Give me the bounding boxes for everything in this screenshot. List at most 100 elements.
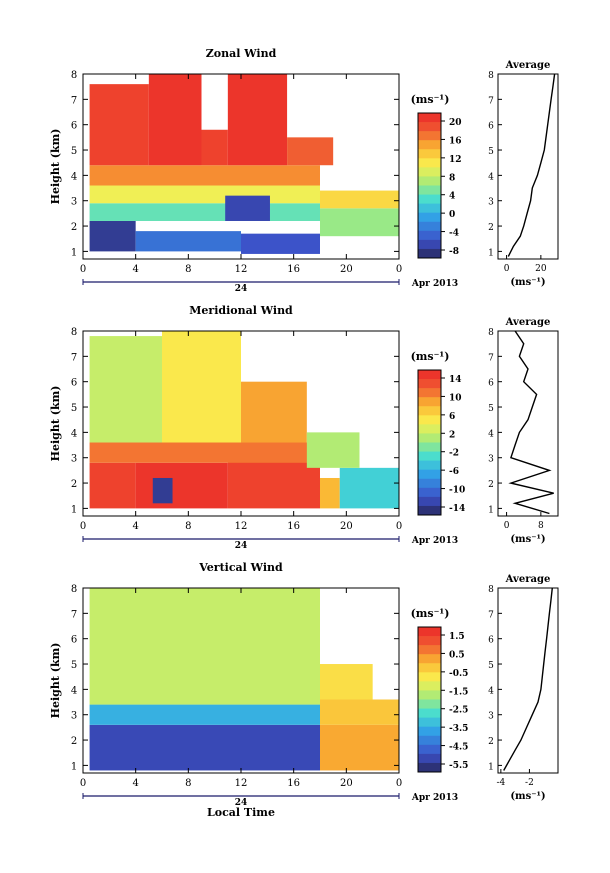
heatmap-cell	[148, 74, 202, 166]
average-frame	[497, 73, 559, 260]
heatmap-cell	[89, 185, 320, 204]
heatmap-cell	[89, 724, 320, 771]
y-tick-label: 2	[71, 222, 77, 233]
colorbar-tick-label: -5.5	[449, 761, 468, 771]
y-axis-label: Height (km)	[49, 386, 62, 462]
average-frame	[497, 330, 559, 517]
y-tick-label: 2	[71, 479, 77, 490]
colorbar-swatch	[418, 397, 441, 407]
heatmap-cell	[227, 457, 320, 509]
colorbar-swatch	[418, 460, 441, 471]
colorbar-units: (ms⁻¹)	[411, 350, 450, 363]
heatmap-cell	[320, 724, 399, 771]
y-tick-label: 4	[71, 428, 77, 439]
colorbar	[418, 113, 441, 259]
x-tick-label: 0	[80, 521, 86, 532]
avg-y-tick-label: 5	[488, 147, 494, 157]
colorbar-swatch	[418, 113, 441, 123]
average-profile-line	[503, 587, 553, 771]
y-tick-label: 6	[71, 121, 77, 132]
average-title: Average	[505, 60, 551, 71]
y-tick-label: 3	[71, 197, 77, 208]
y-tick-label: 4	[71, 171, 77, 182]
colorbar-swatch	[418, 406, 441, 416]
colorbar-swatch	[418, 478, 441, 489]
heatmap-cell	[89, 704, 320, 725]
colorbar-swatch	[418, 469, 441, 480]
avg-x-tick-label: 0	[504, 264, 510, 274]
heatmap-cell	[201, 129, 228, 166]
colorbar-swatch	[418, 248, 441, 259]
heatmap-cell	[162, 331, 241, 443]
colorbar-frame	[417, 626, 442, 773]
date-label: Apr 2013	[411, 536, 458, 546]
avg-y-tick-label: 8	[488, 585, 494, 595]
x-tick-label: 8	[185, 521, 191, 532]
colorbar-swatch	[418, 726, 441, 737]
colorbar-frame	[417, 369, 442, 516]
colorbar-swatch	[418, 645, 441, 655]
heatmap-cell	[89, 165, 320, 186]
heatmap-cell	[287, 137, 334, 166]
avg-y-tick-label: 6	[488, 379, 494, 389]
y-axis-label: Height (km)	[49, 643, 62, 719]
heatmap-cell	[320, 664, 373, 700]
y-tick-label: 2	[71, 736, 77, 747]
chart-title: Meridional Wind	[189, 304, 293, 317]
colorbar-swatch	[418, 122, 441, 132]
colorbar-swatch	[418, 131, 441, 141]
colorbar-units: (ms⁻¹)	[411, 93, 450, 106]
x-tick-label: 0	[396, 264, 402, 275]
colorbar-units: (ms⁻¹)	[411, 607, 450, 620]
y-tick-label: 8	[71, 584, 77, 595]
colorbar-swatch	[418, 239, 441, 250]
day-label: 24	[235, 284, 248, 294]
colorbar-swatch	[418, 744, 441, 755]
x-tick-label: 20	[340, 521, 353, 532]
colorbar-tick-label: -4	[449, 229, 459, 239]
heatmap-cell	[306, 432, 360, 468]
average-title: Average	[505, 574, 551, 585]
x-tick-label: 12	[235, 264, 248, 275]
avg-y-tick-label: 8	[488, 328, 494, 338]
x-tick-label: 20	[340, 264, 353, 275]
y-tick-label: 6	[71, 635, 77, 646]
x-tick-label: 0	[396, 778, 402, 789]
colorbar-tick-label: 4	[449, 192, 455, 202]
colorbar-swatch	[418, 496, 441, 507]
x-tick-label: 16	[287, 264, 300, 275]
heatmap-cell	[89, 84, 149, 166]
chart-title: Zonal Wind	[206, 47, 277, 60]
x-tick-label: 20	[340, 778, 353, 789]
colorbar-tick-label: 6	[449, 412, 455, 422]
y-axis-label: Height (km)	[49, 129, 62, 205]
avg-x-tick-label: 20	[535, 264, 547, 274]
colorbar-swatch	[418, 433, 441, 443]
avg-y-tick-label: 4	[488, 686, 494, 696]
avg-y-tick-label: 1	[488, 248, 494, 258]
x-tick-label: 4	[132, 264, 138, 275]
chart-title: Vertical Wind	[198, 561, 283, 574]
colorbar-swatch	[418, 221, 441, 232]
y-tick-label: 1	[71, 504, 77, 515]
heatmap-cell	[339, 467, 399, 509]
y-tick-label: 4	[71, 685, 77, 696]
colorbar-swatch	[418, 654, 441, 664]
avg-y-tick-label: 1	[488, 505, 494, 515]
colorbar-tick-label: 0.5	[449, 650, 465, 660]
heatmap-cell	[89, 220, 136, 252]
colorbar-tick-label: 1.5	[449, 632, 465, 642]
colorbar-swatch	[418, 487, 441, 498]
avg-x-tick-label: 8	[538, 521, 544, 531]
heatmap-cell	[320, 190, 399, 209]
y-tick-label: 1	[71, 761, 77, 772]
colorbar-swatch	[418, 753, 441, 764]
colorbar-swatch	[418, 699, 441, 710]
avg-y-tick-label: 2	[488, 480, 494, 490]
avg-y-tick-label: 3	[488, 712, 494, 722]
heatmap-cell	[89, 588, 320, 705]
heatmap-cell	[152, 477, 173, 504]
colorbar-swatch	[418, 149, 441, 159]
heatmap-cell	[89, 203, 320, 221]
y-tick-label: 5	[71, 146, 77, 157]
